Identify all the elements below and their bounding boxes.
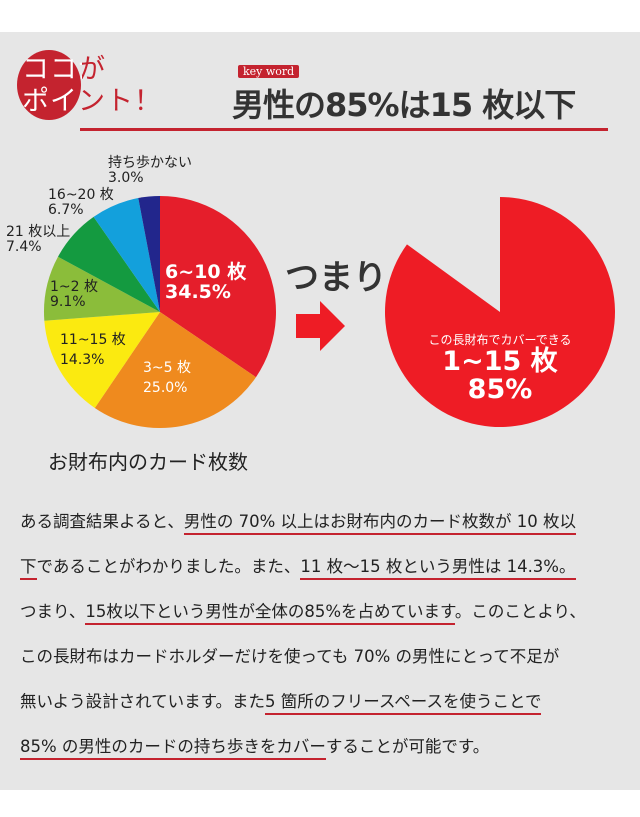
text: 無いよう設計されています。また [20, 692, 266, 711]
keyword-tag: key word [238, 65, 300, 78]
slice-label: 1~2 枚 9.1% [50, 280, 98, 310]
paragraph-line: 無いよう設計されています。また5 箇所のフリースペースを使うことで [20, 688, 542, 715]
cover-label: 1~15 枚 [442, 346, 558, 377]
paragraph-line: ある調査結果よると、男性の 70% 以上はお財布内のカード枚数が 10 枚以 [20, 508, 577, 535]
chart-title: お財布内のカード枚数 [48, 450, 248, 474]
paragraph-line: 下であることがわかりました。また、11 枚〜15 枚という男性は 14.3%。 [20, 553, 576, 580]
text: であることがわかりました。また、 [36, 557, 301, 576]
headline-rule [80, 128, 608, 131]
slice-percent: 34.5% [165, 281, 231, 303]
slice-category: 11~15 枚 [60, 332, 126, 348]
slice-label: 16~20 枚 6.7% [48, 188, 114, 218]
text: ある調査結果よると、 [20, 512, 184, 531]
text: 。このことより、 [454, 602, 586, 621]
headline: 男性の85%は15 枚以下 [232, 86, 576, 124]
slice-label: 3~5 枚 25.0% [143, 358, 191, 398]
paragraph-line: 85% の男性のカードの持ち歩きをカバーすることが可能です。 [20, 733, 490, 760]
right-arrow-icon [296, 301, 345, 351]
cover-caption: この長財布でカバーできる [428, 333, 572, 347]
text: この長財布はカードホルダーだけを使っても 70% の男性にとって不足が [20, 647, 560, 666]
slice-label: 21 枚以上 7.4% [6, 225, 70, 255]
slice-percent: 9.1% [50, 294, 86, 310]
highlighted-text: 男性の 70% 以上はお財布内のカード枚数が 10 枚以 [183, 512, 577, 535]
slice-percent: 25.0% [143, 380, 188, 396]
connector-text: つまり [285, 258, 387, 298]
pie-slice [94, 312, 256, 428]
text: することが可能です。 [325, 737, 490, 756]
slice-category: 持ち歩かない [108, 155, 192, 171]
cover-value: 85% [467, 374, 533, 405]
slice-category: 3~5 枚 [143, 360, 191, 376]
highlighted-text: 85% の男性のカードの持ち歩きをカバー [20, 737, 326, 760]
cover-pie-slice [384, 197, 615, 427]
point-label-line1: ココが [22, 54, 106, 85]
pie-slice [44, 256, 161, 321]
slice-percent: 6.7% [48, 202, 84, 218]
slice-category: 21 枚以上 [6, 224, 71, 240]
paragraph-line: つまり、15枚以下という男性が全体の85%を占めています。このことより、 [20, 598, 586, 625]
highlighted-text: 11 枚〜15 枚という男性は 14.3%。 [300, 557, 576, 580]
slice-category: 1~2 枚 [50, 279, 98, 295]
highlighted-text: 15枚以下という男性が全体の85%を占めています [85, 602, 455, 625]
slice-percent: 3.0% [108, 170, 144, 186]
point-label-line2: ポイント！ [22, 86, 162, 117]
paragraph-line: この長財布はカードホルダーだけを使っても 70% の男性にとって不足が [20, 643, 559, 667]
slice-category: 6~10 枚 [165, 261, 247, 283]
slice-label: 持ち歩かない 3.0% [108, 156, 192, 186]
slice-label: 6~10 枚 34.5% [165, 262, 246, 302]
pie-slice [160, 196, 276, 378]
pie-slice [44, 312, 160, 408]
pie-slice [93, 198, 160, 312]
slice-label: 11~15 枚 14.3% [60, 330, 126, 370]
pie-slice [138, 196, 160, 312]
slice-percent: 14.3% [60, 352, 105, 368]
highlighted-text: 5 箇所のフリースペースを使うことで [265, 692, 542, 715]
highlighted-text: 下 [20, 557, 37, 580]
text: つまり、 [20, 602, 86, 621]
slice-category: 16~20 枚 [48, 187, 114, 203]
slice-percent: 7.4% [6, 239, 42, 255]
point-badge [17, 50, 81, 120]
pie-slice [57, 216, 160, 312]
